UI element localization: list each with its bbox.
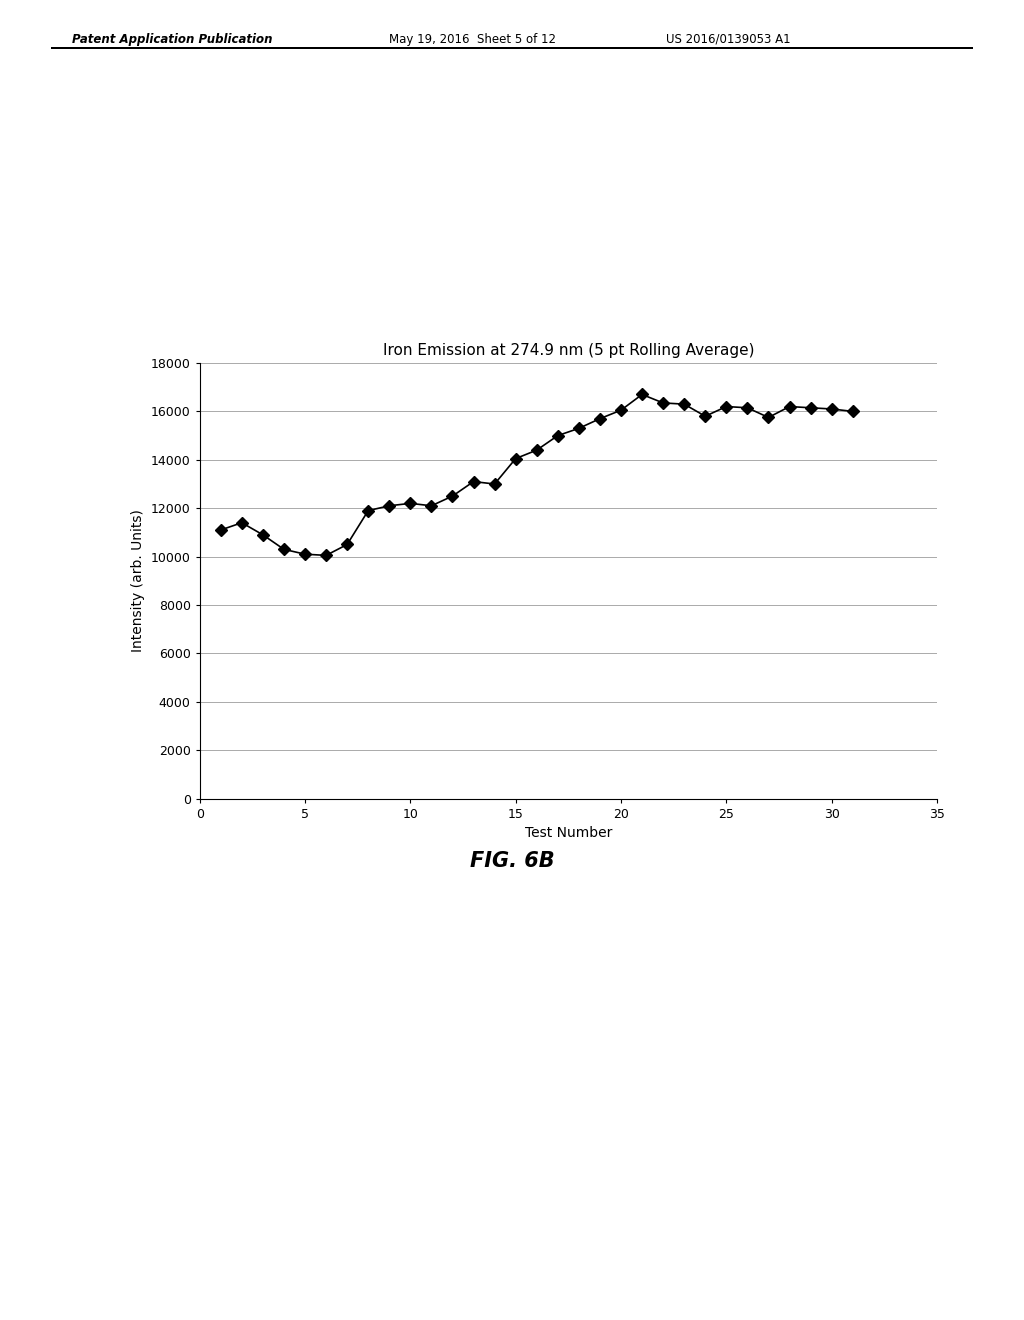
Text: FIG. 6B: FIG. 6B xyxy=(470,851,554,871)
Text: US 2016/0139053 A1: US 2016/0139053 A1 xyxy=(666,33,791,46)
Text: Patent Application Publication: Patent Application Publication xyxy=(72,33,272,46)
Y-axis label: Intensity (arb. Units): Intensity (arb. Units) xyxy=(131,510,145,652)
Text: May 19, 2016  Sheet 5 of 12: May 19, 2016 Sheet 5 of 12 xyxy=(389,33,556,46)
X-axis label: Test Number: Test Number xyxy=(524,826,612,841)
Title: Iron Emission at 274.9 nm (5 pt Rolling Average): Iron Emission at 274.9 nm (5 pt Rolling … xyxy=(383,343,754,358)
